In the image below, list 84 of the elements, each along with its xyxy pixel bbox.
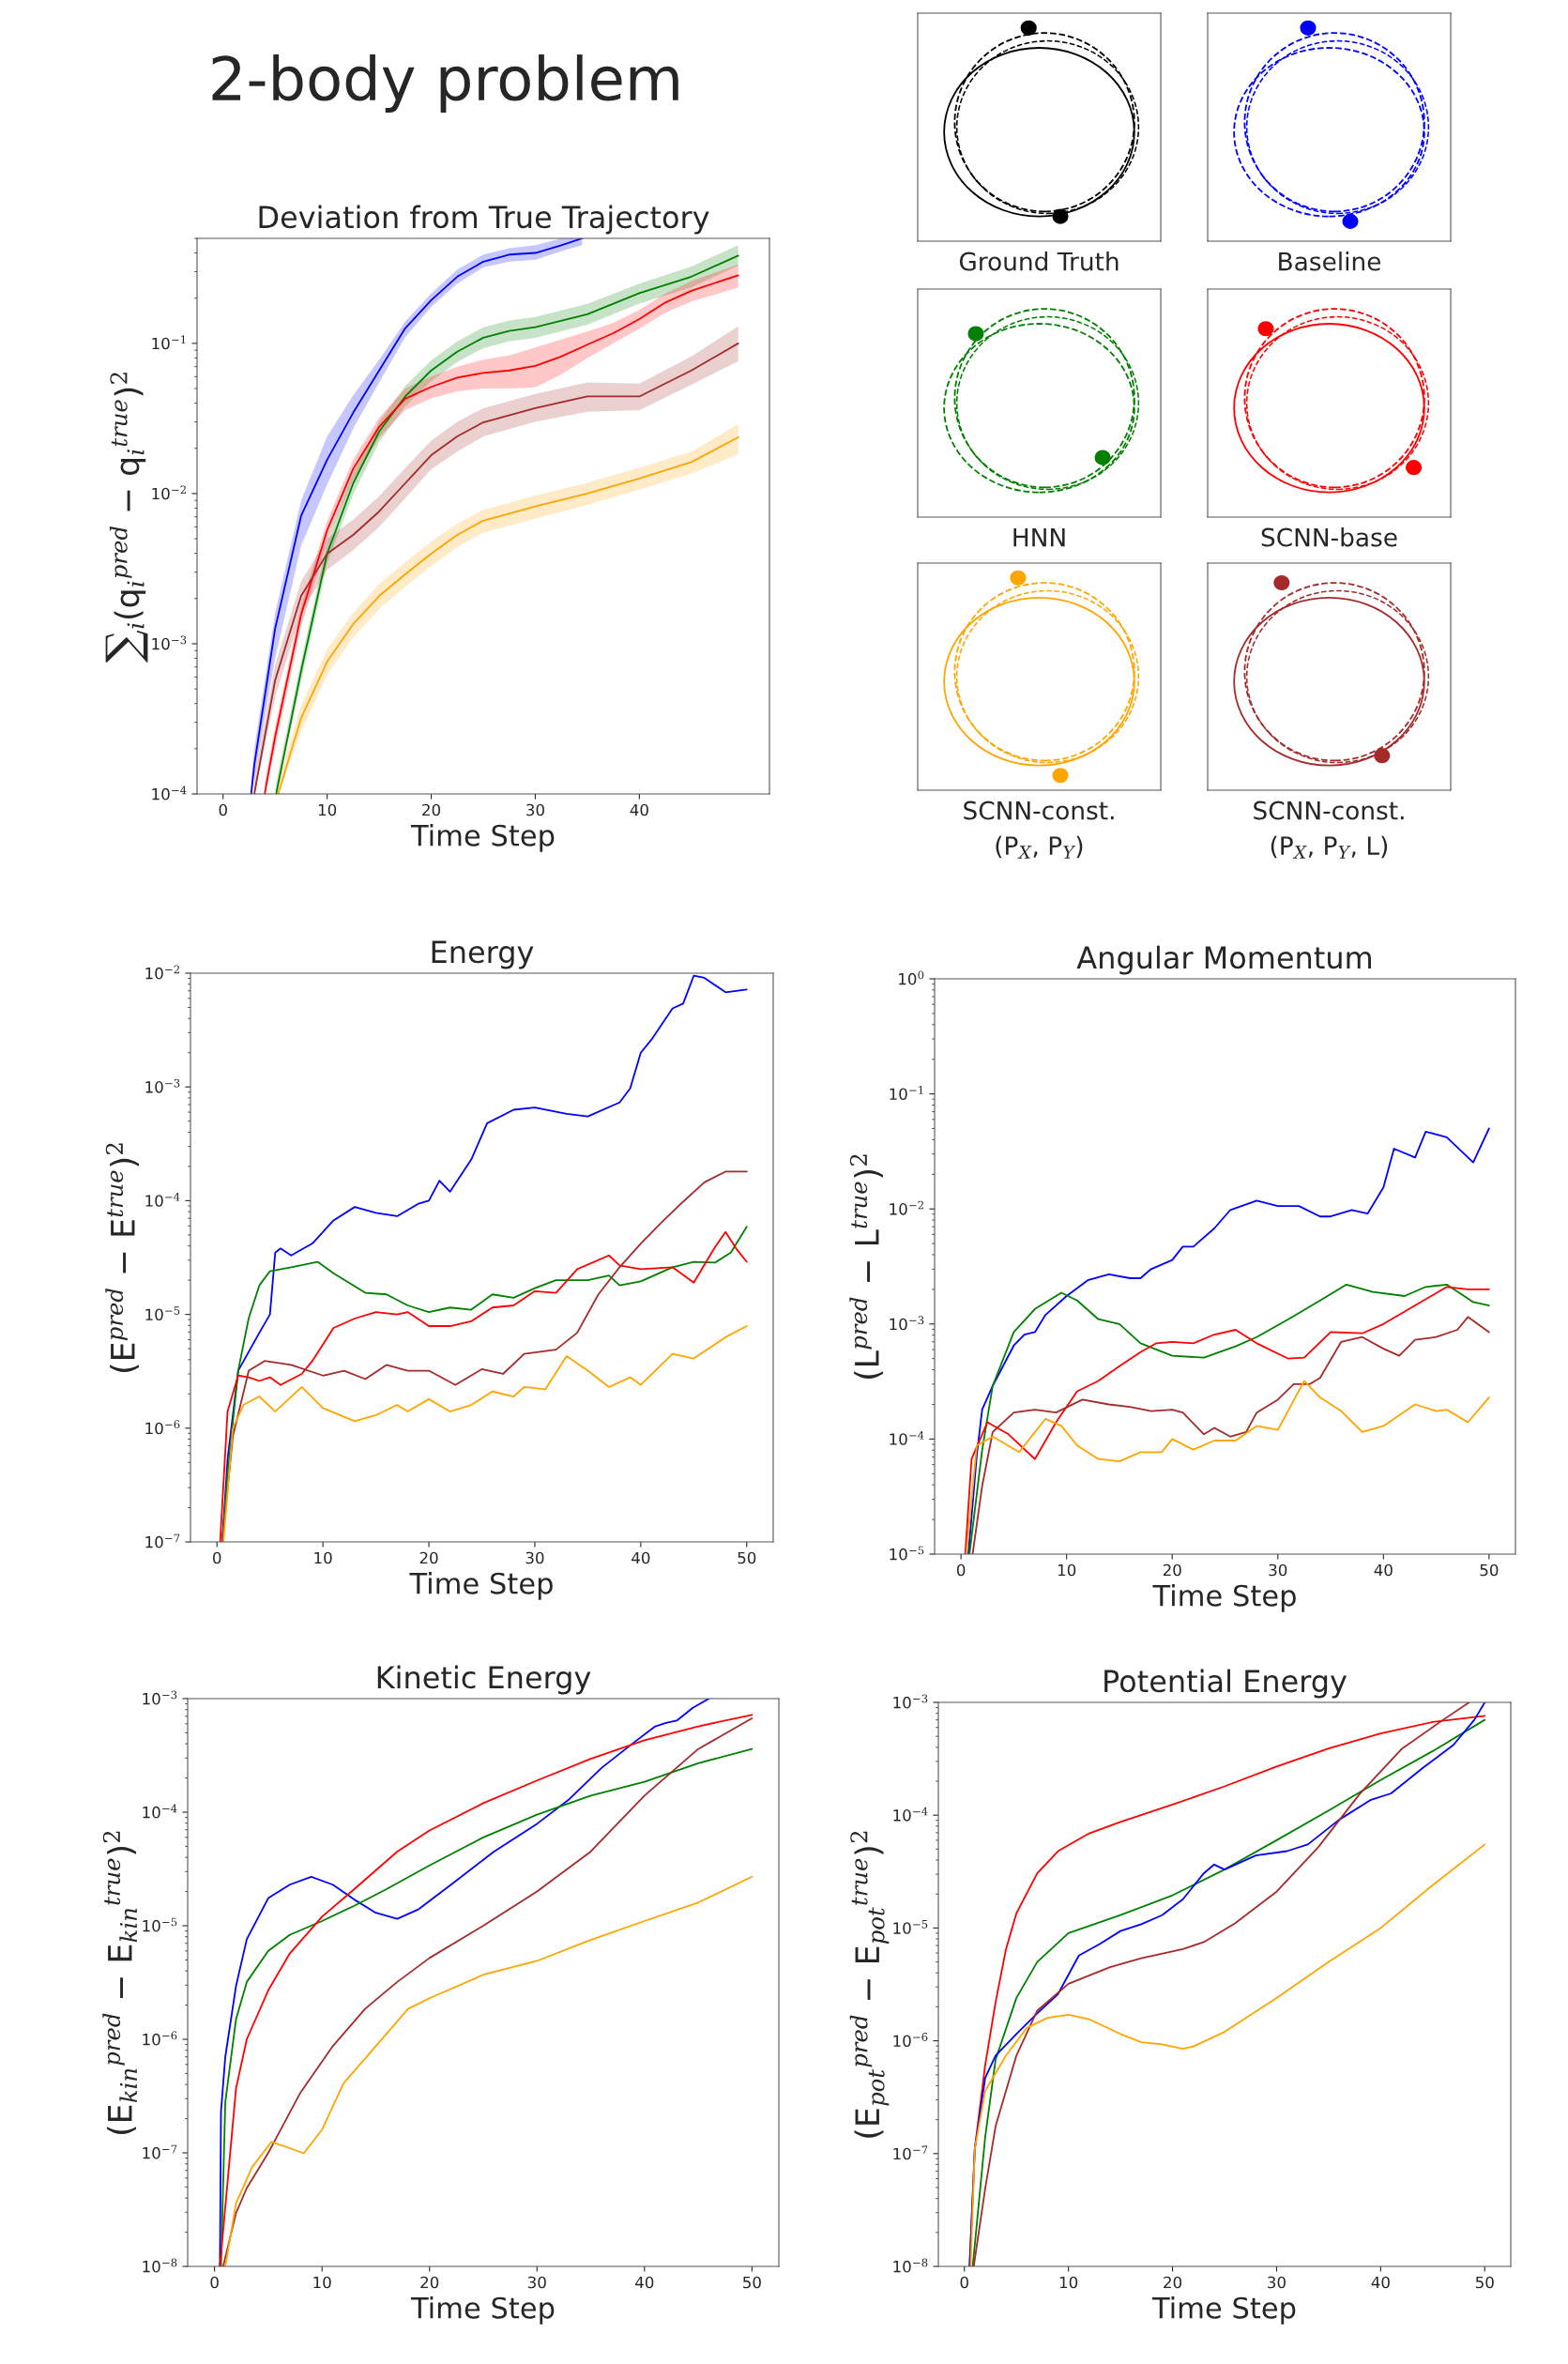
y-tick-label: 10$^{−4}$ xyxy=(152,785,187,801)
y-tick-label: 10$^{−8}$ xyxy=(143,2258,177,2273)
y-tick-label: 10$^{−3}$ xyxy=(152,635,187,650)
y-tick-label: 10$^{−6}$ xyxy=(893,2033,928,2048)
x-axis-title: Time Step xyxy=(410,824,555,852)
x-tick-label: 20 xyxy=(1163,1563,1181,1577)
y-tick-label: 10$^{−7}$ xyxy=(145,1533,180,1548)
line-series xyxy=(222,1325,748,1542)
text: Baseline xyxy=(1279,252,1381,271)
x-tick-label: 20 xyxy=(420,2276,439,2289)
x-tick-label: 10 xyxy=(1058,1563,1076,1577)
y-tick-label: 10$^{−6}$ xyxy=(145,1420,180,1435)
x-tick-label: 30 xyxy=(526,803,544,816)
x-tick-label: 10 xyxy=(314,1551,332,1564)
x-tick-label: 50 xyxy=(738,1551,756,1564)
x-tick-label: 0 xyxy=(960,2276,968,2289)
x-axis-title: Time Step xyxy=(1152,1584,1296,1612)
chart-title: Potential Energy xyxy=(1104,1669,1347,1699)
x-tick-label: 20 xyxy=(1164,2276,1182,2289)
text: SCNN-const. (P$_{X}$, P$_{Y}$) xyxy=(964,801,1114,859)
chart-title: Kinetic Energy xyxy=(377,1665,591,1695)
y-tick-label: 10$^{−2}$ xyxy=(145,965,179,980)
y-axis-title: (L$^{pred}$ − L$^{true}$)$^{2}$ xyxy=(849,1154,883,1379)
y-tick-label: 10$^{−4}$ xyxy=(893,1807,928,1822)
line-series xyxy=(967,1127,1490,1554)
x-tick-label: 10 xyxy=(1059,2276,1078,2289)
text: HNN xyxy=(1013,527,1065,547)
y-tick-label: 10$^{−4}$ xyxy=(145,1192,180,1207)
x-tick-label: 20 xyxy=(422,803,441,816)
x-tick-label: 10 xyxy=(313,2276,331,2289)
x-tick-label: 0 xyxy=(956,1563,966,1577)
x-tick-label: 40 xyxy=(630,803,648,816)
x-axis-title: Time Step xyxy=(1151,2296,1296,2325)
x-tick-label: 50 xyxy=(1480,1563,1499,1577)
line-series xyxy=(965,1380,1490,1554)
chart-title: Angular Momentum xyxy=(1076,945,1371,975)
y-tick-label: 10$^{−8}$ xyxy=(893,2258,928,2273)
x-tick-label: 50 xyxy=(1475,2276,1494,2289)
text: Ground Truth xyxy=(959,252,1119,271)
text: ∑$_{i}$(q$_{i}$$^{pred}$ − q$_{i}$$^{true}$)$^{2}$ xyxy=(105,373,148,663)
x-tick-label: 40 xyxy=(1371,2276,1390,2289)
y-tick-label: 10$^{−6}$ xyxy=(143,2031,177,2046)
x-tick-label: 30 xyxy=(527,2276,546,2289)
chart-title: Energy xyxy=(432,940,534,969)
x-tick-label: 0 xyxy=(210,2276,219,2289)
y-axis-title: (E$^{pred}$ − E$^{true}$)$^{2}$ xyxy=(105,1143,139,1373)
y-tick-label: 10$^{−2}$ xyxy=(890,1200,923,1215)
line-series xyxy=(224,1875,754,2266)
y-tick-label: 10$^{−5}$ xyxy=(145,1306,180,1321)
y-tick-label: 10$^{−4}$ xyxy=(143,1804,177,1819)
x-axis-title: Time Step xyxy=(409,1572,553,1600)
x-tick-label: 40 xyxy=(1374,1563,1393,1577)
y-tick-label: 10$^{−5}$ xyxy=(893,1920,928,1934)
y-tick-label: 10$^{−1}$ xyxy=(890,1086,923,1101)
text: SCNN-const. (P$_{X}$, P$_{Y}$, L) xyxy=(1254,801,1404,859)
x-tick-label: 40 xyxy=(635,2276,654,2289)
y-tick-label: 10$^{−3}$ xyxy=(145,1078,180,1093)
y-tick-label: 10$^{−4}$ xyxy=(890,1430,924,1445)
y-tick-label: 10$^{−2}$ xyxy=(152,485,186,500)
x-tick-label: 30 xyxy=(1269,1563,1287,1577)
x-tick-label: 0 xyxy=(213,1551,221,1564)
text: 2-body problem xyxy=(212,54,678,113)
x-tick-label: 20 xyxy=(419,1551,438,1564)
x-tick-label: 30 xyxy=(1268,2276,1286,2289)
text: SCNN-base xyxy=(1261,527,1397,547)
y-tick-label: 10$^{−7}$ xyxy=(893,2145,928,2160)
x-axis-title: Time Step xyxy=(410,2296,555,2325)
y-tick-label: 10$^{−1}$ xyxy=(152,335,186,350)
x-tick-label: 50 xyxy=(743,2276,761,2289)
chart-title: Deviation from True Trajectory xyxy=(259,205,709,235)
x-tick-label: 0 xyxy=(219,803,227,816)
x-tick-label: 40 xyxy=(632,1551,650,1564)
y-tick-label: 10$^{−3}$ xyxy=(143,1690,177,1705)
y-tick-label: 10$^{−3}$ xyxy=(890,1316,924,1331)
x-tick-label: 10 xyxy=(318,803,337,816)
y-tick-label: 10$^{−7}$ xyxy=(143,2144,177,2159)
line-series xyxy=(969,1843,1486,2266)
y-axis-title: (E$_{pot}$$^{pred}$ − E$_{pot}$$^{true}$)$^{2}$ xyxy=(849,1831,890,2138)
y-tick-label: 10$^{−5}$ xyxy=(890,1546,924,1561)
y-tick-label: 10$^{−3}$ xyxy=(893,1694,928,1709)
y-tick-label: 10$^{−5}$ xyxy=(143,1917,177,1932)
y-axis-title: (E$_{kin}$$^{pred}$ − E$_{kin}$$^{true}$)$^{2}$ xyxy=(102,1831,137,2134)
x-tick-label: 30 xyxy=(525,1551,544,1564)
y-tick-label: 10$^{0}$ xyxy=(899,970,924,985)
